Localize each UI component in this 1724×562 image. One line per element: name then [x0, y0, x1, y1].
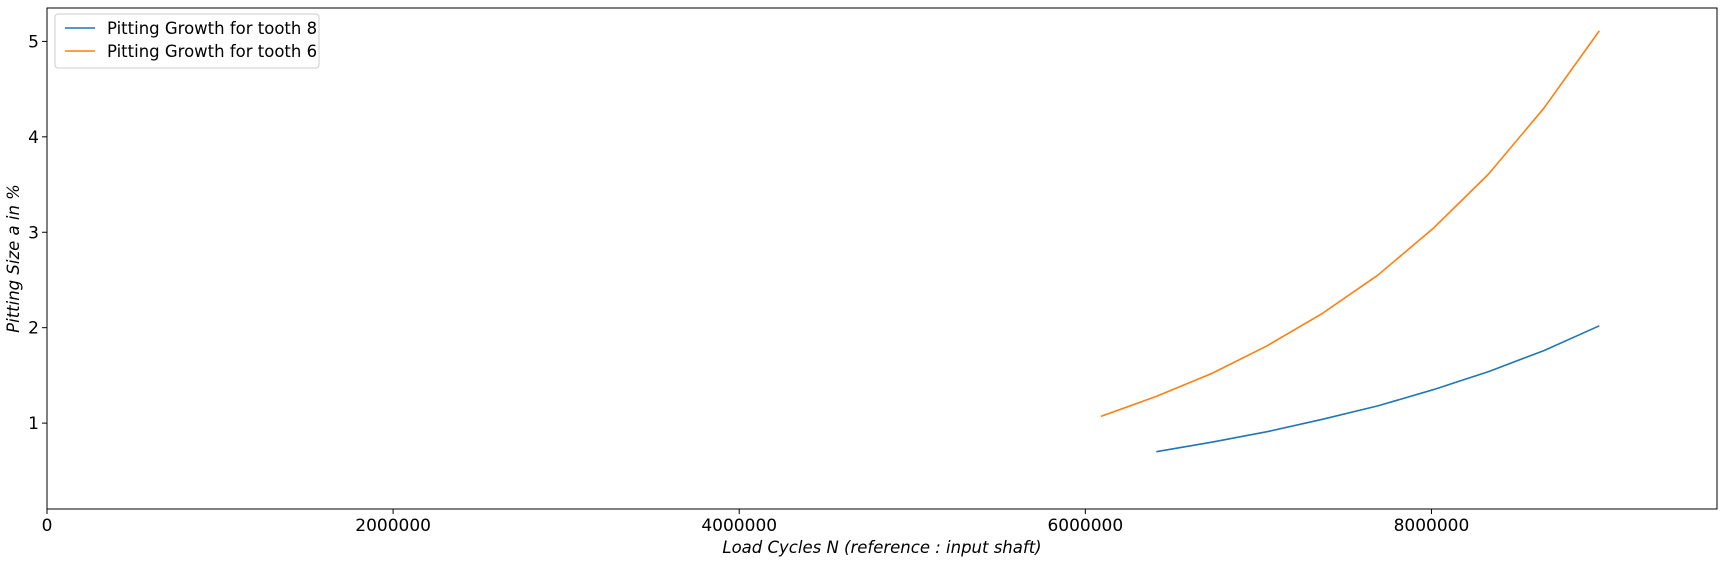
y-axis-ticks: 1 2 3 4 5: [28, 32, 47, 434]
legend: Pitting Growth for tooth 8 Pitting Growth…: [54, 13, 320, 69]
x-axis-label: Load Cycles N (reference : input shaft): [722, 538, 1041, 557]
y-tick-label: 1: [28, 414, 39, 434]
y-tick-label: 4: [28, 128, 39, 148]
legend-label: Pitting Growth for tooth 8: [107, 19, 317, 38]
legend-label: Pitting Growth for tooth 6: [107, 42, 317, 61]
series-layer: [1100, 30, 1600, 453]
legend-box: [54, 13, 320, 69]
x-tick-label: 2000000: [355, 516, 431, 536]
x-tick-label: 0: [42, 516, 53, 536]
y-tick-label: 5: [28, 32, 39, 52]
x-axis-ticks: 0 2000000 4000000 6000000 8000000: [42, 509, 1470, 536]
x-tick-label: 8000000: [1394, 516, 1470, 536]
series-line-2: [1100, 30, 1600, 418]
y-axis-label: Pitting Size a in %: [4, 184, 23, 333]
plot-area-frame: [46, 7, 1718, 510]
y-tick-label: 3: [28, 223, 39, 243]
x-tick-label: 6000000: [1047, 516, 1123, 536]
y-tick-label: 2: [28, 319, 39, 339]
series-line-1: [1156, 325, 1600, 453]
x-tick-label: 4000000: [701, 516, 777, 536]
